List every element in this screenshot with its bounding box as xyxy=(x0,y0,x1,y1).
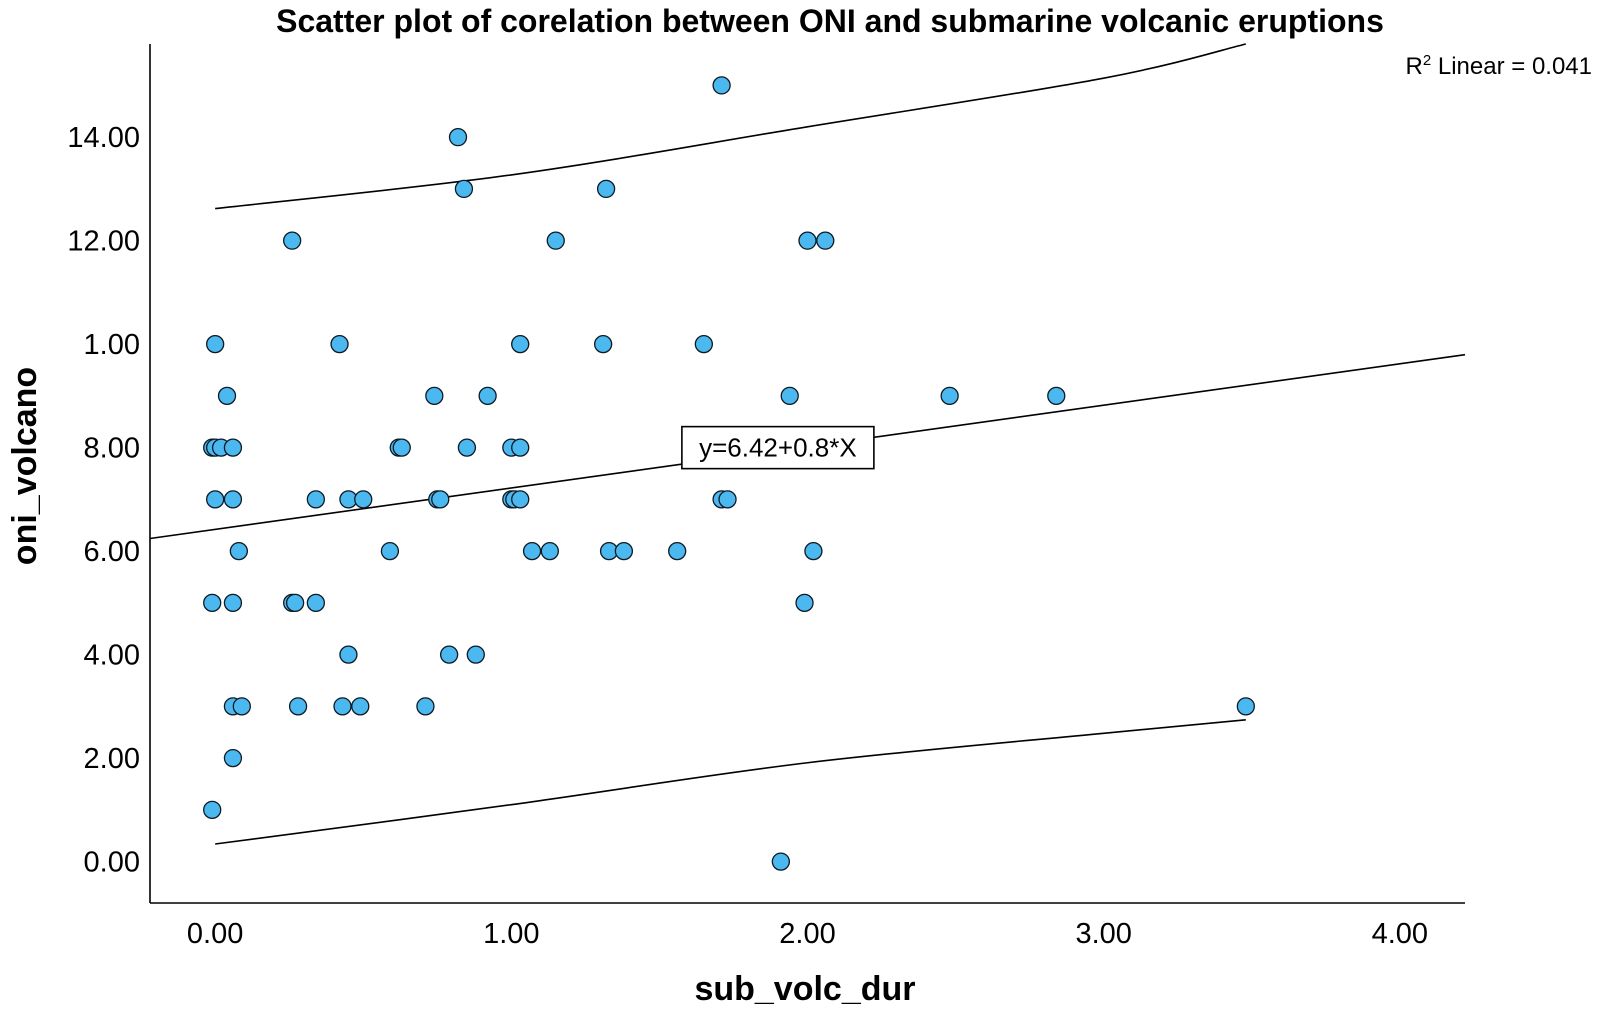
data-point xyxy=(940,386,959,406)
data-point xyxy=(614,541,634,561)
data-point xyxy=(206,490,225,509)
x-tick-label: 3.00 xyxy=(1075,918,1131,950)
data-point xyxy=(466,645,485,664)
data-point xyxy=(546,231,565,250)
r2-annotation-prefix: R xyxy=(1406,53,1423,80)
data-point xyxy=(1047,386,1066,406)
chart-title: Scatter plot of corelation between ONI a… xyxy=(276,3,1384,39)
data-point xyxy=(223,438,243,457)
y-tick-label: 8.00 xyxy=(84,433,140,465)
data-point xyxy=(718,490,737,509)
data-point xyxy=(540,541,559,561)
data-point xyxy=(1236,697,1255,716)
y-tick-label: 12.00 xyxy=(67,226,140,258)
data-point xyxy=(217,386,237,406)
data-point xyxy=(522,541,542,561)
data-point xyxy=(288,697,308,716)
r2-annotation: R2 Linear = 0.041 xyxy=(1406,52,1592,80)
data-point xyxy=(457,438,477,457)
data-point xyxy=(511,490,530,509)
data-point xyxy=(223,748,243,768)
y-tick-label: 6.00 xyxy=(84,536,140,568)
axis-ticks: 0.00 1.00 2.00 3.00 4.00 0.00 2.00 4.00 6.00 8.00… xyxy=(67,122,1428,950)
data-point xyxy=(229,541,249,561)
data-point xyxy=(223,593,243,613)
data-point xyxy=(596,179,616,199)
data-point xyxy=(232,697,251,716)
data-point xyxy=(712,76,731,95)
y-axis-title: oni_volcano xyxy=(6,367,44,565)
plot-area xyxy=(149,44,1465,904)
data-point xyxy=(795,593,814,613)
data-points xyxy=(203,76,1255,871)
data-point xyxy=(798,231,817,250)
data-point xyxy=(354,490,373,509)
r2-annotation-suffix: Linear = 0.041 xyxy=(1431,53,1592,80)
data-point xyxy=(330,334,349,354)
data-point xyxy=(203,593,222,613)
regression-equation-label: y=6.42+0.8*X xyxy=(681,425,875,470)
data-point xyxy=(203,800,222,820)
data-point xyxy=(223,490,243,509)
regression-equation-box xyxy=(681,425,875,470)
x-tick-label: 0.00 xyxy=(187,918,243,950)
lower-confidence-band xyxy=(215,719,1246,845)
y-tick-label: 14.00 xyxy=(67,122,140,154)
y-tick-label: 4.00 xyxy=(84,640,140,672)
data-point xyxy=(816,231,835,250)
data-point xyxy=(439,645,459,664)
data-point xyxy=(333,697,352,716)
y-tick-label: 1.00 xyxy=(84,329,140,361)
data-point xyxy=(351,697,370,716)
data-point xyxy=(593,334,613,354)
x-tick-label: 1.00 xyxy=(483,918,539,950)
data-point xyxy=(306,490,326,509)
data-point xyxy=(511,438,530,457)
data-point xyxy=(668,541,687,561)
data-point xyxy=(380,541,400,561)
data-point xyxy=(285,593,305,613)
data-point xyxy=(206,334,225,354)
data-point xyxy=(425,386,444,406)
data-point xyxy=(780,386,799,406)
r2-annotation-superscript: 2 xyxy=(1423,52,1431,69)
data-point xyxy=(511,334,530,354)
y-tick-label: 0.00 xyxy=(84,847,140,879)
upper-confidence-band xyxy=(215,43,1247,210)
data-point xyxy=(431,490,450,509)
x-tick-label: 4.00 xyxy=(1372,918,1428,950)
data-point xyxy=(448,127,468,147)
data-point xyxy=(416,697,435,716)
data-point xyxy=(771,852,790,871)
data-point xyxy=(804,541,823,561)
regression-equation-text: y=6.42+0.8*X xyxy=(699,433,857,463)
data-point xyxy=(392,438,411,457)
y-tick-label: 2.00 xyxy=(84,743,140,775)
data-point xyxy=(306,593,326,613)
x-axis-title: sub_volc_dur xyxy=(694,970,915,1008)
x-tick-label: 2.00 xyxy=(779,918,835,950)
data-point xyxy=(478,386,497,406)
data-point xyxy=(339,645,358,664)
data-point xyxy=(694,334,713,354)
data-point xyxy=(283,231,302,250)
data-point xyxy=(454,179,474,199)
